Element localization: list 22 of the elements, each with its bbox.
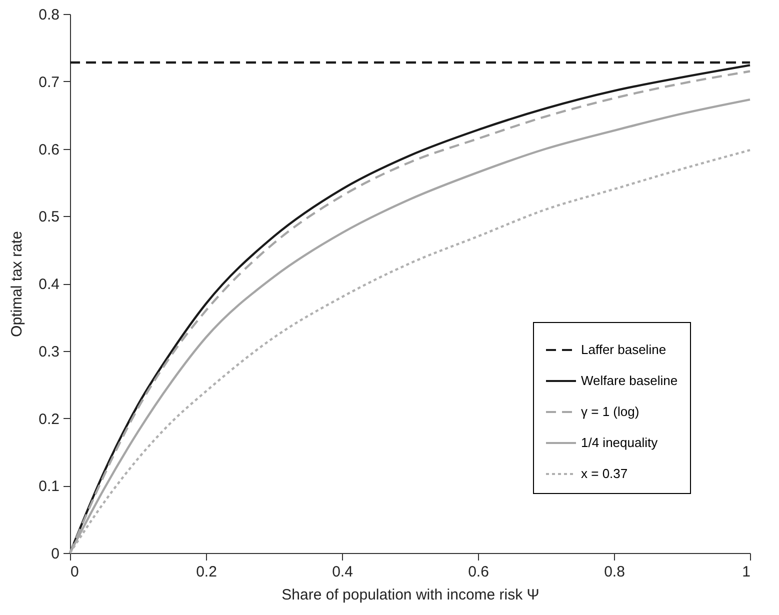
y-tick-label: 0.1 <box>38 478 60 496</box>
legend-label: Laffer baseline <box>581 342 666 357</box>
x-tick-label: 0.8 <box>604 564 625 580</box>
x-tick-label: 0.2 <box>196 564 217 580</box>
y-tick-label: 0.6 <box>38 141 60 158</box>
x-tick-label: 0.6 <box>468 564 489 580</box>
x-tick-label: 0 <box>70 564 79 580</box>
y-tick-label: 0.2 <box>38 410 60 428</box>
x-axis-title: Share of population with income risk Ψ <box>282 586 540 604</box>
y-axis-title: Optimal tax rate <box>8 231 26 337</box>
legend-label: Welfare baseline <box>581 373 678 388</box>
x-tick-label: 0.4 <box>332 564 353 580</box>
y-tick-label: 0.3 <box>38 343 60 360</box>
y-tick-label: 0.7 <box>38 74 60 91</box>
y-tick-label: 0 <box>51 546 60 562</box>
legend-label: x = 0.37 <box>581 466 628 481</box>
x-tick-label: 1 <box>742 564 750 580</box>
legend-label: 1/4 inequality <box>581 435 658 450</box>
legend-label: γ = 1 (log) <box>581 404 640 419</box>
y-tick-label: 0.8 <box>38 6 60 24</box>
y-tick-label: 0.4 <box>38 276 60 293</box>
y-tick-label: 0.5 <box>38 208 60 226</box>
